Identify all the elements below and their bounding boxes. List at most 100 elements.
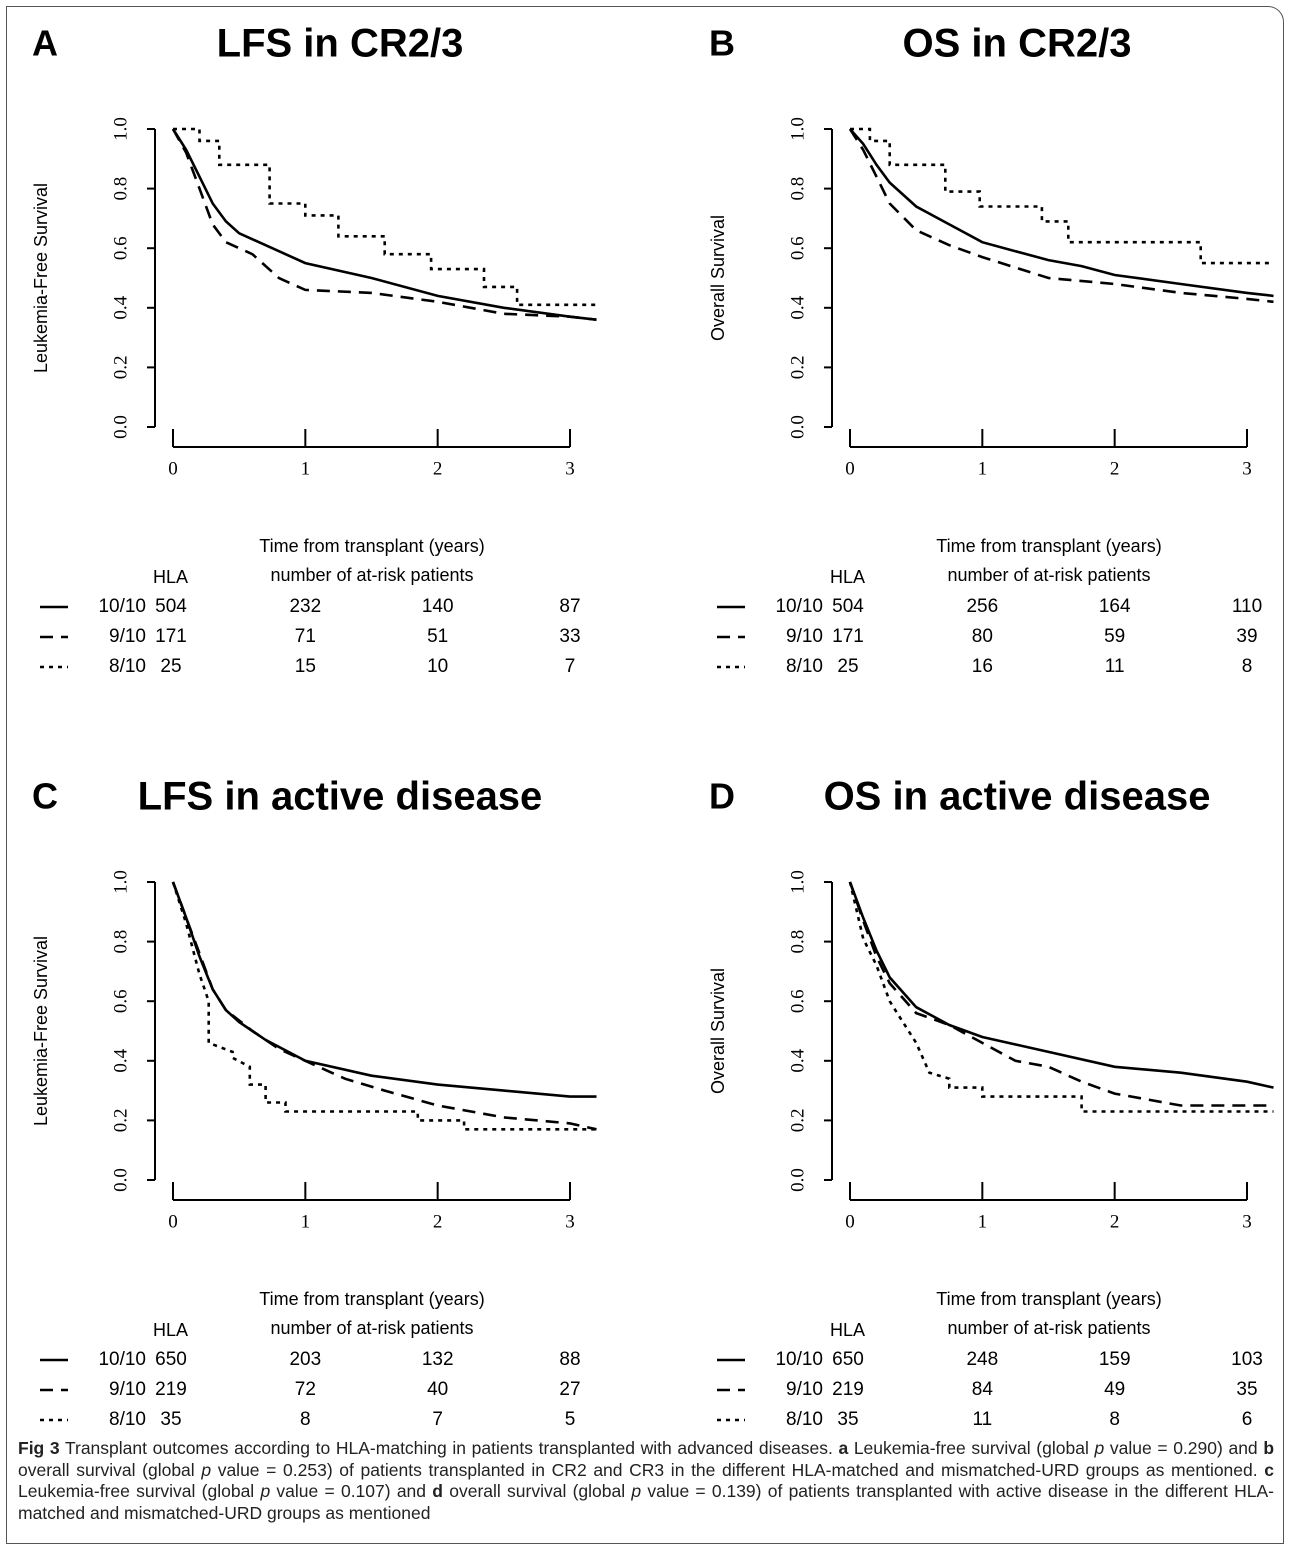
survival-curve [173, 127, 597, 307]
at-risk-count: 25 [837, 656, 858, 677]
at-risk-count: 59 [1104, 626, 1125, 647]
at-risk-count: 35 [837, 1409, 858, 1430]
at-risk-count: 232 [289, 596, 321, 617]
caption-text: Transplant outcomes according to HLA-mat… [59, 1438, 839, 1458]
at-risk-count: 39 [1236, 626, 1257, 647]
at-risk-count: 71 [295, 626, 316, 647]
y-tick-label: 0.0 [110, 1168, 131, 1192]
survival-curve [171, 881, 597, 1131]
y-tick-label: 1.0 [787, 117, 808, 141]
caption-text: b [1263, 1438, 1275, 1458]
caption: Fig 3 Transplant outcomes according to H… [18, 1438, 1274, 1524]
y-tick-label: 0.6 [787, 236, 808, 260]
caption-text: p [1094, 1438, 1105, 1458]
at-risk-count: 27 [559, 1379, 580, 1400]
at-risk-count: 159 [1099, 1349, 1131, 1370]
survival-curve [849, 128, 1274, 298]
y-axis-label: Leukemia-Free Survival [31, 936, 51, 1126]
caption-text: value = 0.107) and [270, 1481, 433, 1501]
y-tick-label: 0.8 [110, 930, 131, 954]
at-risk-count: 49 [1104, 1379, 1125, 1400]
x-tick-label: 1 [301, 1211, 311, 1232]
y-tick-label: 0.0 [110, 415, 131, 439]
x-axis-label: Time from transplant (years) [936, 1289, 1161, 1309]
y-axis-label: Leukemia-Free Survival [31, 183, 51, 373]
x-tick-label: 1 [978, 1211, 988, 1232]
at-risk-count: 132 [422, 1349, 454, 1370]
at-risk-count: 110 [1232, 596, 1262, 617]
at-risk-count: 15 [295, 656, 316, 677]
x-tick-label: 2 [1110, 1211, 1120, 1232]
y-tick-label: 1.0 [787, 870, 808, 894]
at-risk-count: 219 [832, 1379, 864, 1400]
x-tick-label: 3 [1242, 1211, 1252, 1232]
at-risk-count: 504 [832, 596, 864, 617]
y-tick-label: 1.0 [110, 117, 131, 141]
table-title: number of at-risk patients [270, 1318, 473, 1338]
legend-label: 9/10 [109, 626, 146, 647]
y-tick-label: 0.6 [110, 236, 131, 260]
at-risk-count: 33 [559, 626, 580, 647]
survival-curve [848, 881, 1274, 1089]
legend-label: 10/10 [775, 1349, 823, 1370]
legend-label: 8/10 [109, 1409, 146, 1430]
survival-curve [848, 881, 1274, 1107]
table-header: HLA [153, 567, 188, 587]
at-risk-count: 87 [559, 596, 580, 617]
figure-frame [6, 6, 1284, 1544]
x-axis-label: Time from transplant (years) [936, 536, 1161, 556]
at-risk-count: 84 [972, 1379, 994, 1400]
legend-label: 8/10 [786, 656, 823, 677]
at-risk-count: 140 [422, 596, 454, 617]
at-risk-count: 650 [155, 1349, 187, 1370]
at-risk-count: 171 [155, 626, 187, 647]
survival-curve [171, 128, 597, 321]
legend-label: 8/10 [109, 656, 146, 677]
y-tick-label: 0.6 [110, 989, 131, 1013]
y-tick-label: 1.0 [110, 870, 131, 894]
at-risk-count: 80 [972, 626, 993, 647]
caption-text: overall survival (global [442, 1481, 632, 1501]
legend-label: 9/10 [786, 1379, 823, 1400]
caption-text: value = 0.139) of patients transplanted … [18, 1481, 1275, 1523]
caption-text: c [1264, 1459, 1274, 1480]
table-title: number of at-risk patients [947, 1318, 1150, 1338]
y-tick-label: 0.0 [787, 1168, 808, 1192]
panel-label: B [709, 23, 735, 64]
caption-text: Leukemia-free survival (global [18, 1481, 261, 1501]
legend-label: 10/10 [98, 596, 146, 617]
at-risk-count: 88 [559, 1349, 580, 1370]
at-risk-count: 7 [432, 1409, 443, 1430]
at-risk-count: 8 [300, 1409, 311, 1430]
at-risk-count: 650 [832, 1349, 864, 1370]
x-axis-label: Time from transplant (years) [259, 536, 484, 556]
panel-label: C [32, 776, 58, 817]
at-risk-count: 35 [160, 1409, 181, 1430]
at-risk-count: 7 [565, 656, 576, 677]
at-risk-count: 504 [155, 596, 187, 617]
caption-text: a [838, 1438, 849, 1458]
caption-text: value = 0.290) and [1104, 1438, 1264, 1458]
figure: A LFS in CR2/3 Leukemia-Free Survival 0.0 0.… [31, 22, 1274, 1430]
at-risk-count: 10 [427, 656, 448, 677]
at-risk-count: 8 [1109, 1409, 1120, 1430]
at-risk-count: 5 [565, 1409, 576, 1430]
y-tick-label: 0.8 [787, 177, 808, 201]
y-tick-label: 0.2 [787, 1109, 808, 1133]
table-title: number of at-risk patients [947, 565, 1150, 585]
chart-title: LFS in CR2/3 [217, 22, 464, 66]
chart-title: OS in CR2/3 [903, 22, 1132, 66]
legend-label: 8/10 [786, 1409, 823, 1430]
y-tick-label: 0.0 [787, 415, 808, 439]
x-tick-label: 2 [1110, 458, 1120, 479]
survival-curve [171, 881, 597, 1098]
survival-curve [171, 128, 597, 321]
caption-text: Fig 3 [18, 1438, 60, 1458]
caption-text: d [432, 1481, 443, 1501]
at-risk-count: 256 [966, 596, 998, 617]
caption-text: value = 0.253) of patients transplanted … [211, 1459, 1265, 1480]
y-tick-label: 0.4 [787, 1048, 808, 1072]
x-tick-label: 3 [1242, 458, 1252, 479]
y-tick-label: 0.6 [787, 989, 808, 1013]
x-tick-label: 1 [301, 458, 311, 479]
